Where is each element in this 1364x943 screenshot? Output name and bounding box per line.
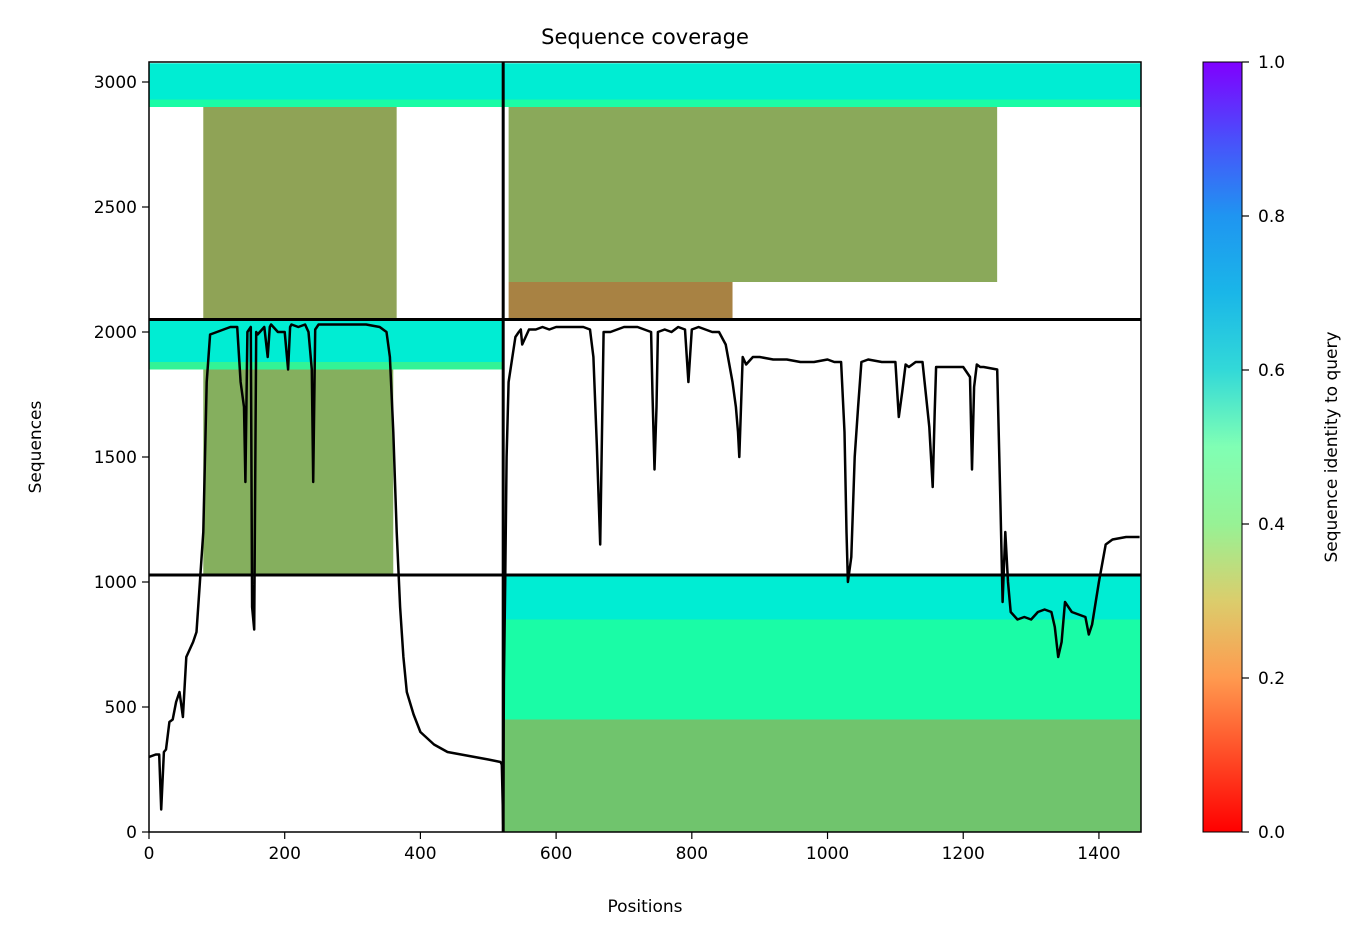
msa-block [503,63,1141,320]
msa-band [508,107,998,282]
y-tick-label: 3000 [94,73,137,93]
msa-band [149,320,504,362]
colorbar-ticks: 0.0 0.2 0.4 0.6 0.8 1.0 [1242,53,1285,843]
msa-band [503,719,1141,832]
msa-band [503,99,1141,107]
colorbar-tick-label: 0.6 [1258,361,1285,381]
msa-band [503,619,1141,720]
colorbar-tick-label: 0.8 [1258,207,1285,227]
x-tick-label: 800 [676,844,708,864]
colorbar-tick-label: 0.4 [1258,515,1285,535]
msa-block [149,63,504,320]
plot-area [149,62,1141,832]
x-tick-label: 200 [268,844,300,864]
msa-block [149,320,504,575]
x-tick-label: 600 [540,844,572,864]
msa-band [149,362,504,370]
msa-band [203,369,394,575]
x-tick-label: 1400 [1077,844,1120,864]
msa-band [149,99,504,107]
msa-band [508,282,733,320]
plot-frame [148,61,1142,833]
x-tick-label: 400 [404,844,436,864]
msa-band [503,575,1141,620]
x-tick-label: 0 [144,844,155,864]
x-tick-label: 1200 [942,844,985,864]
y-axis-label: Sequences [26,401,46,494]
y-tick-label: 2000 [94,323,137,343]
y-tick-label: 500 [105,698,137,718]
y-tick-label: 1500 [94,448,137,468]
msa-band [149,63,504,100]
colorbar-label: Sequence identity to query [1322,331,1342,562]
colorbar: 0.0 0.2 0.4 0.6 0.8 1.0 Sequence identity to … [1202,53,1342,843]
colorbar-tick-label: 0.0 [1258,823,1285,843]
msa-block [503,575,1141,832]
x-axis-label: Positions [607,897,682,917]
y-tick-label: 2500 [94,198,137,218]
x-tick-label: 1000 [806,844,849,864]
y-axis: 0 500 1000 1500 2000 2500 3000 [94,73,149,843]
msa-band [503,63,1141,100]
x-axis: 0 200 400 600 800 1000 1200 1400 [144,832,1121,864]
y-tick-label: 1000 [94,573,137,593]
y-tick-label: 0 [126,823,137,843]
coverage-line [149,323,1140,826]
msa-band [203,107,397,320]
colorbar-tick-label: 1.0 [1258,53,1285,73]
colorbar-tick-label: 0.2 [1258,669,1285,689]
colorbar-gradient [1202,61,1243,833]
chart-title: Sequence coverage [541,25,749,49]
